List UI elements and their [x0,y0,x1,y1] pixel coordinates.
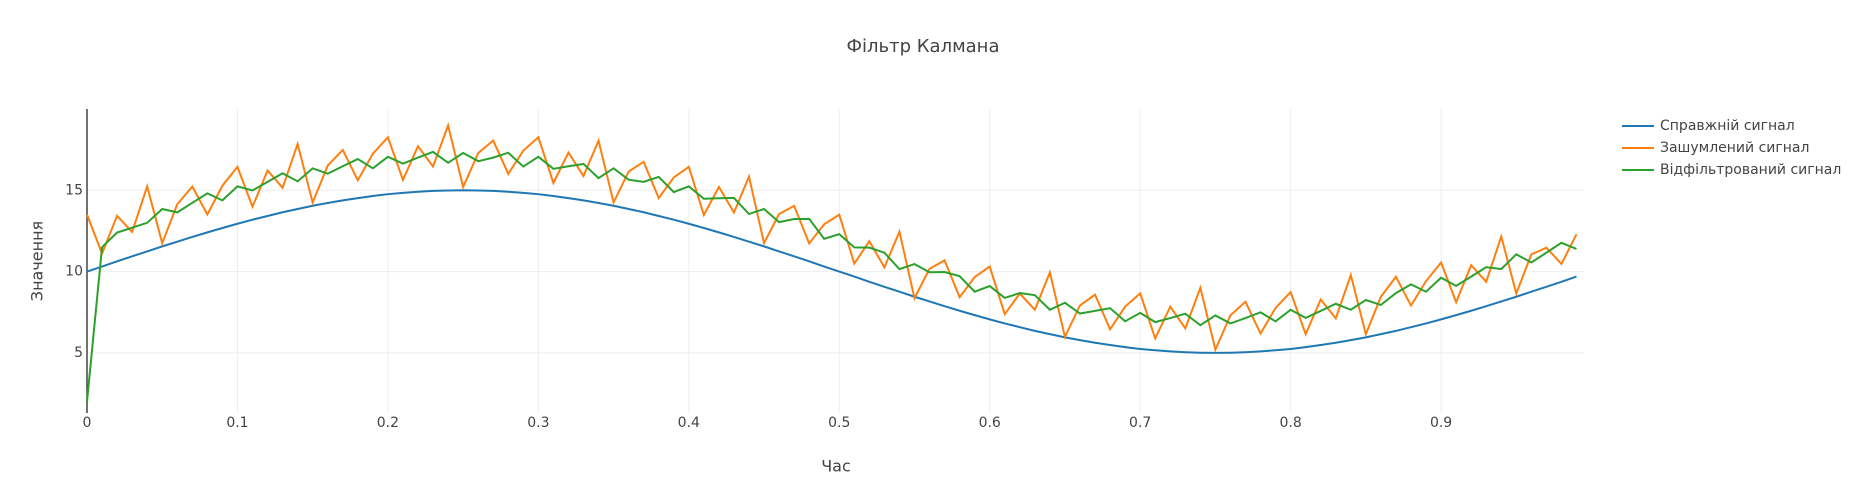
x-tick-label: 0.3 [527,415,549,431]
x-tick-label: 0.1 [226,415,248,431]
x-tick-label: 0.9 [1430,415,1452,431]
x-tick-label: 0 [83,415,92,431]
legend-label: Відфільтрований сигнал [1660,162,1841,178]
legend-label: Справжній сигнал [1660,118,1795,134]
legend-label: Зашумлений сигнал [1660,140,1809,156]
x-axis-label: Час [821,457,851,476]
y-tick-label: 5 [74,345,83,361]
chart-title: Фільтр Калмана [847,36,1000,57]
line-series [86,189,1577,354]
y-tick-label: 15 [65,182,83,198]
y-tick-label: 10 [65,264,83,280]
x-tick-label: 0.7 [1129,415,1151,431]
x-tick-label: 0.6 [979,415,1001,431]
x-tick-label: 0.4 [678,415,700,431]
y-axis-label: Значення [28,221,47,301]
x-tick-label: 0.5 [828,415,850,431]
line-series [86,121,1578,353]
x-tick-label: 0.2 [377,415,399,431]
line-series [86,150,1577,402]
x-tick-label: 0.8 [1279,415,1301,431]
